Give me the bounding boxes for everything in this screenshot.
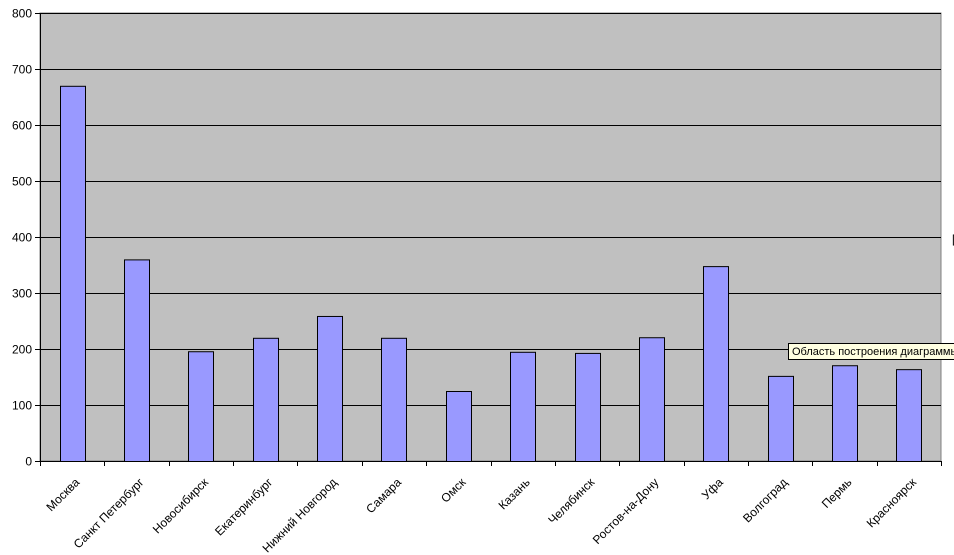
x-tick-label: Омск [438, 475, 469, 506]
bar [639, 337, 665, 462]
bar [446, 391, 472, 462]
x-tick-label: Москва [43, 475, 82, 514]
y-tick-label: 600 [12, 119, 32, 133]
bar [768, 375, 794, 463]
x-tick-label: Екатеринбург [212, 475, 276, 539]
x-tick-label: Волгоград [740, 475, 790, 525]
bar [575, 352, 601, 463]
bar [510, 351, 536, 462]
x-tick-label: Самара [363, 475, 404, 516]
bar [832, 365, 858, 462]
bar [124, 259, 150, 462]
bar [60, 85, 86, 463]
x-tick-label: Уфа [699, 475, 726, 502]
bar [253, 337, 279, 462]
y-tick-label: 0 [25, 455, 32, 469]
y-tick-label: 800 [12, 7, 32, 21]
x-tick-label: Санкт Петербург [71, 475, 147, 551]
bar [381, 337, 407, 462]
edge-mark: [ [952, 232, 954, 246]
x-tick-label: Казань [496, 475, 533, 512]
x-tick-label: Новосибирск [150, 475, 212, 537]
bar [896, 369, 922, 462]
bar [703, 266, 729, 462]
bar [188, 351, 214, 462]
tooltip-box [788, 343, 954, 360]
bars [60, 85, 922, 463]
y-tick-label: 200 [12, 343, 32, 357]
x-tick-label: Челябинск [545, 475, 597, 527]
tooltip-text: Область построения диаграммы [792, 346, 954, 358]
y-tick-label: 700 [12, 63, 32, 77]
tooltip: Область построения диаграммы [788, 343, 954, 360]
bar [317, 315, 343, 462]
x-tick-label: Ростов-на-Дону [590, 475, 662, 547]
x-tick-label: Красноярск [864, 475, 920, 531]
x-tick-label: Пермь [819, 475, 855, 511]
y-tick-label: 300 [12, 287, 32, 301]
y-tick-label: 500 [12, 175, 32, 189]
y-tick-label: 400 [12, 231, 32, 245]
y-tick-label: 100 [12, 399, 32, 413]
